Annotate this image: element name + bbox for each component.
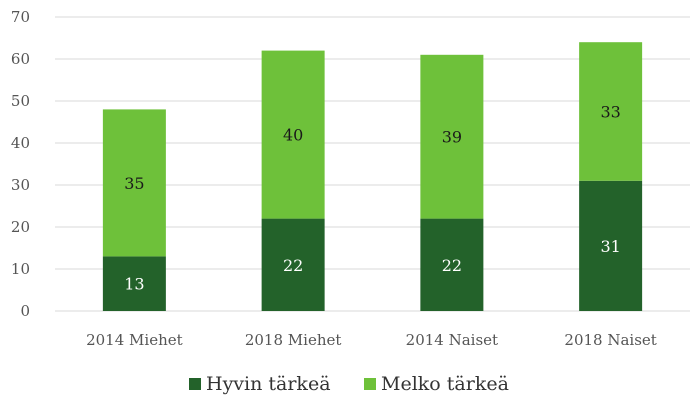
x-tick-label: 2018 Naiset — [564, 331, 656, 349]
data-label: 22 — [283, 256, 303, 275]
data-label: 22 — [442, 256, 462, 275]
data-label: 33 — [600, 103, 620, 122]
y-axis-ticks: 0 10 20 30 40 50 60 70 — [11, 8, 30, 320]
y-tick-label: 50 — [11, 92, 30, 110]
y-tick-label: 0 — [20, 302, 30, 320]
data-label: 40 — [283, 126, 303, 145]
bar-segment — [261, 50, 325, 219]
bar-segment — [420, 54, 484, 219]
data-label: 39 — [442, 128, 462, 147]
legend-label: Hyvin tärkeä — [206, 373, 331, 395]
bar-segment — [102, 256, 166, 311]
legend-swatch — [364, 378, 376, 390]
x-tick-label: 2018 Miehet — [245, 331, 342, 349]
bar-segment — [420, 218, 484, 311]
x-tick-label: 2014 Naiset — [406, 331, 498, 349]
legend: Hyvin tärkeä Melko tärkeä — [189, 373, 509, 395]
bars: 13 35 22 40 22 39 31 33 — [102, 42, 643, 311]
y-tick-label: 10 — [11, 260, 30, 278]
bar-segment — [102, 109, 166, 257]
data-label: 31 — [600, 237, 620, 256]
legend-label: Melko tärkeä — [381, 373, 509, 395]
y-tick-label: 20 — [11, 218, 30, 236]
bar-segment — [261, 218, 325, 311]
x-axis-ticks: 2014 Miehet 2018 Miehet 2014 Naiset 2018 Na… — [86, 331, 657, 349]
y-tick-label: 70 — [11, 8, 30, 26]
y-tick-label: 60 — [11, 50, 30, 68]
legend-swatch — [189, 378, 201, 390]
data-label: 13 — [124, 275, 144, 294]
y-tick-label: 30 — [11, 176, 30, 194]
bar-segment — [579, 42, 643, 181]
x-tick-label: 2014 Miehet — [86, 331, 183, 349]
bar-segment — [579, 180, 643, 311]
data-label: 35 — [124, 174, 144, 193]
y-tick-label: 40 — [11, 134, 30, 152]
